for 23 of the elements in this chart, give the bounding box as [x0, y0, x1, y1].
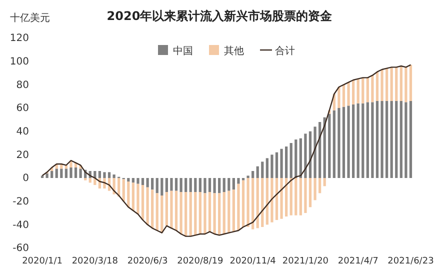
x-tick-label: 2021/6/23 [388, 256, 434, 266]
y-axis-title: 十亿美元 [10, 12, 50, 24]
x-tick-label: 2020/11/4 [230, 256, 276, 266]
y-tick-label: 100 [10, 56, 29, 68]
y-tick-label: 80 [16, 80, 29, 91]
legend-label: 合计 [275, 45, 295, 57]
legend-label: 中国 [173, 45, 193, 57]
y-tick-label: -60 [12, 243, 29, 254]
y-tick-label: 20 [16, 150, 29, 161]
x-tick-label: 2021/1/20 [282, 256, 329, 266]
x-tick-label: 2020/6/3 [127, 256, 168, 266]
chart-title: 2020年以来累计流入新兴市场股票的资金 [106, 9, 334, 23]
x-tick-label: 2020/8/19 [177, 256, 224, 266]
x-tick-label: 2021/4/7 [338, 256, 378, 266]
legend-label: 其他 [224, 45, 244, 57]
y-tick-label: 0 [22, 173, 29, 184]
y-tick-label: -20 [12, 196, 29, 208]
x-tick-label: 2020/1/1 [22, 256, 62, 266]
y-tick-label: 40 [16, 126, 29, 138]
y-tick-label: 120 [10, 33, 29, 44]
y-tick-label: -40 [12, 220, 29, 231]
x-tick-label: 2020/3/18 [72, 256, 118, 266]
y-tick-label: 60 [16, 103, 29, 114]
